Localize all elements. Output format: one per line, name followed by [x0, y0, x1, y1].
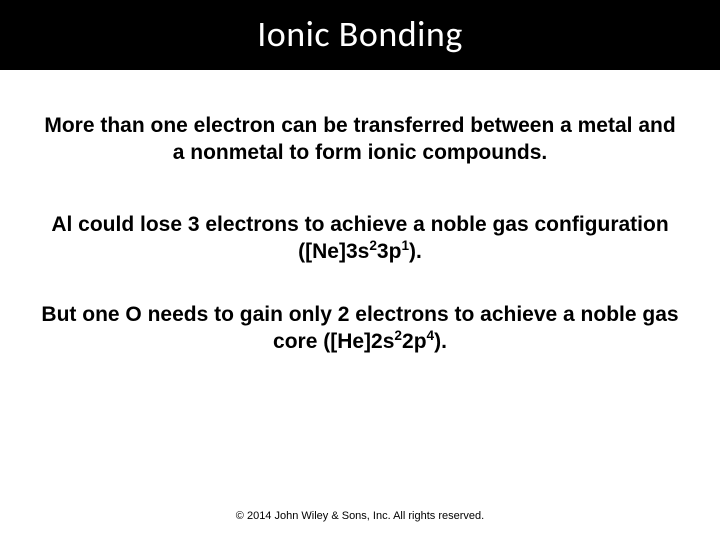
content-area: More than one electron can be transferre… [0, 70, 720, 540]
p3-sup1: 2 [394, 328, 402, 343]
copyright-footer: © 2014 John Wiley & Sons, Inc. All right… [0, 510, 720, 522]
p3-sup2: 4 [427, 328, 435, 343]
p2-sup2: 1 [401, 238, 409, 253]
p2-sup1: 2 [369, 238, 377, 253]
p3-text-mid: 2p [402, 330, 427, 353]
p2-text-pre: Al could lose 3 electrons to achieve a n… [51, 213, 668, 263]
slide-title: Ionic Bonding [0, 12, 720, 56]
p2-text-mid: 3p [377, 240, 402, 263]
p3-text-post: ). [434, 330, 447, 353]
paragraph-1: More than one electron can be transferre… [36, 112, 684, 167]
p3-text-pre: But one O needs to gain only 2 electrons… [41, 303, 678, 353]
slide: Ionic Bonding More than one electron can… [0, 0, 720, 540]
p2-text-post: ). [409, 240, 422, 263]
paragraph-3: But one O needs to gain only 2 electrons… [36, 301, 684, 356]
title-bar: Ionic Bonding [0, 0, 720, 70]
paragraph-2: Al could lose 3 electrons to achieve a n… [36, 211, 684, 266]
